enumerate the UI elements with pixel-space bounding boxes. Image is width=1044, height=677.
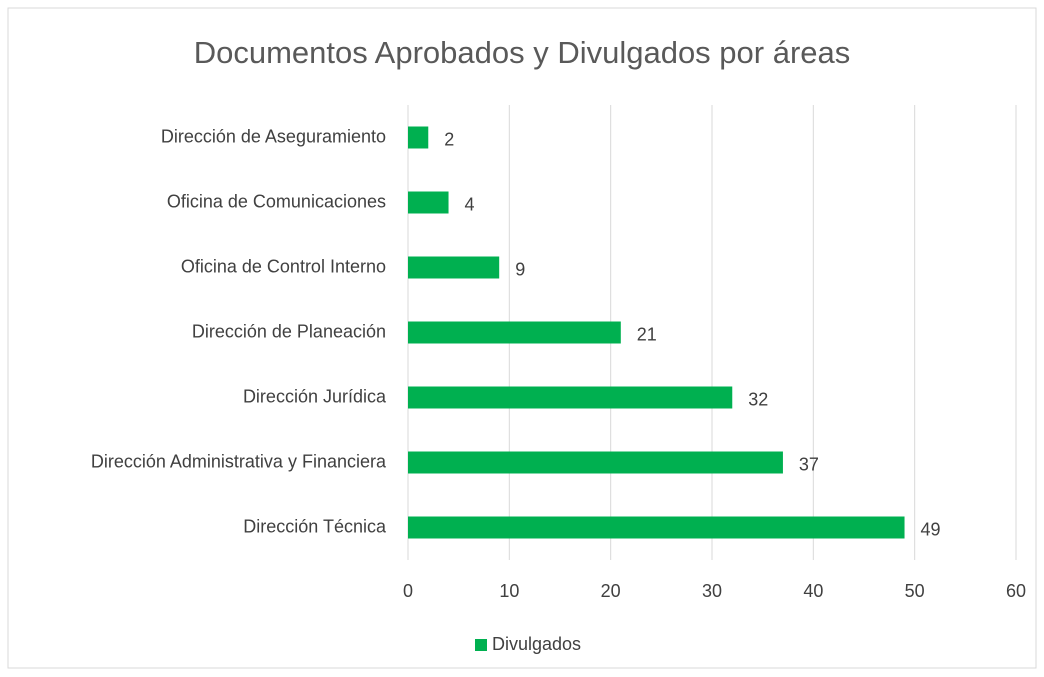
bar — [408, 386, 733, 409]
x-tick-label: 50 — [905, 581, 925, 601]
y-tick-label: Dirección Administrativa y Financiera — [91, 451, 387, 471]
bar — [408, 321, 621, 344]
bar — [408, 451, 783, 474]
data-label: 9 — [515, 259, 525, 279]
x-tick-label: 0 — [403, 581, 413, 601]
x-tick-label: 10 — [499, 581, 519, 601]
data-label: 2 — [444, 129, 454, 149]
y-tick-label: Dirección de Aseguramiento — [161, 126, 386, 146]
legend-label: Divulgados — [492, 634, 581, 654]
y-tick-label: Dirección Jurídica — [243, 386, 387, 406]
data-label: 32 — [748, 389, 768, 409]
data-label: 21 — [637, 324, 657, 344]
bar — [408, 256, 500, 279]
legend-swatch — [475, 639, 487, 651]
y-tick-label: Oficina de Control Interno — [181, 256, 386, 276]
chart-title: Documentos Aprobados y Divulgados por ár… — [194, 35, 851, 70]
x-tick-label: 40 — [803, 581, 823, 601]
x-tick-label: 30 — [702, 581, 722, 601]
y-tick-label: Dirección de Planeación — [192, 321, 386, 341]
x-tick-label: 60 — [1006, 581, 1026, 601]
x-tick-label: 20 — [601, 581, 621, 601]
bar — [408, 126, 429, 149]
bar — [408, 516, 905, 539]
y-tick-label: Oficina de Comunicaciones — [167, 191, 386, 211]
data-label: 37 — [799, 454, 819, 474]
y-tick-label: Dirección Técnica — [243, 516, 387, 536]
bar — [408, 191, 449, 214]
data-label: 49 — [921, 519, 941, 539]
data-label: 4 — [465, 194, 475, 214]
